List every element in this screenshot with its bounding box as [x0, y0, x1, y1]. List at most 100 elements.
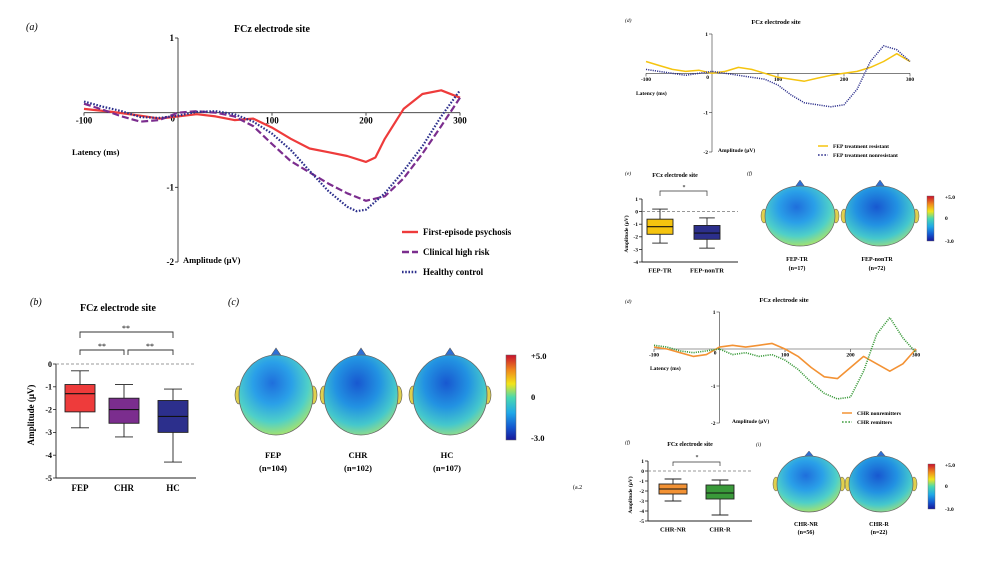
- y-tick-label: 1: [705, 32, 708, 38]
- x-tick-label-zero: 0: [171, 114, 176, 124]
- panel-h-letter: (f): [625, 439, 630, 446]
- y-tick-label: -1: [633, 222, 638, 228]
- sig-label-chr-hc: **: [146, 342, 154, 351]
- colorbar-f-mid: 0: [945, 216, 948, 222]
- colorbar-f-max: +5.0: [945, 195, 955, 201]
- y-tick-label: -2: [703, 150, 708, 156]
- x-tick-label: 200: [840, 77, 849, 83]
- y-tick-label: -1: [711, 384, 716, 390]
- topomap-hc: [408, 347, 492, 436]
- legend-label: FEP treatment nonresistant: [833, 153, 898, 159]
- y-tick-label: -1: [703, 111, 708, 117]
- y-tick-label: -1: [167, 182, 175, 192]
- y-tick-label: 0: [635, 210, 638, 216]
- y-tick-label: 1: [635, 197, 638, 203]
- panel-a-letter: (a): [26, 22, 38, 33]
- panel-b-title: FCz electrode site: [80, 303, 156, 314]
- x-tick-label-zero: 0: [714, 351, 717, 357]
- panel-e-letter: (e): [625, 170, 631, 177]
- head-scalp-map: [844, 185, 916, 247]
- x-category-label: CHR: [114, 483, 135, 493]
- series-line-chr-nonremitters: [653, 342, 917, 380]
- topomap-chr-r-label: CHR-R: [869, 522, 889, 528]
- sig-bracket-tr-ntr: [659, 190, 708, 196]
- topomap-hc-label: HC: [441, 450, 454, 460]
- panel-g-letter: (d): [625, 298, 632, 305]
- x-tick-label: 300: [912, 353, 921, 359]
- x-tick-label: 300: [453, 116, 467, 126]
- panel-d-letter: (d): [625, 17, 632, 24]
- y-tick-label: -3: [45, 428, 52, 437]
- topomap-fep-ntr-label: FEP-nonTR: [861, 257, 893, 263]
- panel-c: (c) FEP (n=104) CHR (n=102) HC (n=107) +…: [228, 297, 546, 473]
- topomap-fep-tr-n: (n=17): [789, 265, 806, 272]
- colorbar-i-max: +5.0: [945, 463, 955, 469]
- sig-label-fep-hc: **: [122, 324, 130, 333]
- series-line-clinical-high-risk: [83, 97, 461, 202]
- y-tick-label: 1: [641, 459, 644, 465]
- series-line-chr-remitters: [653, 316, 917, 400]
- legend-label: CHR remitters: [857, 420, 892, 426]
- legend-label: FEP treatment resistant: [833, 144, 889, 150]
- panel-d-title: FCz electrode site: [751, 19, 800, 26]
- panel-d: (d) FCz electrode site -100 100 200 30001-1…: [625, 17, 914, 159]
- panel-d-legend: FEP treatment resistant FEP treatment non…: [818, 144, 898, 159]
- colorbar-c-mid: 0: [531, 392, 535, 402]
- panel-h-title: FCz electrode site: [667, 442, 713, 448]
- y-tick-label: -3: [639, 499, 644, 505]
- y-tick-label: -2: [167, 257, 175, 267]
- x-tick-label: 100: [781, 353, 790, 359]
- y-tick-label: 0: [48, 360, 52, 369]
- topomap-chr: [319, 347, 403, 436]
- colorbar-c-min: -3.0: [531, 433, 544, 443]
- x-tick-label: -100: [641, 77, 651, 83]
- legend-label: Clinical high risk: [423, 247, 490, 257]
- series-line-fep-treatment-resistant: [645, 52, 911, 82]
- box-fep-nontr: [693, 225, 721, 240]
- x-tick-label: -100: [76, 116, 93, 126]
- panel-g-xlabel: Latency (ms): [650, 365, 681, 372]
- panel-a-chart: -100 100 200 300 0 1 -1 -2: [76, 33, 468, 267]
- panel-e: (e) FCz electrode site Amplitude (μV) 1 0…: [623, 170, 738, 275]
- y-tick-label: -2: [45, 405, 52, 414]
- stray-mark: (a.2: [573, 484, 582, 491]
- sig-label-tr-ntr: *: [683, 185, 686, 191]
- sig-label-fep-chr: **: [98, 342, 106, 351]
- x-tick-label: 200: [846, 353, 855, 359]
- topomap-fep-ntr: [840, 179, 920, 247]
- legend-label: CHR nonremitters: [857, 411, 901, 417]
- sig-label-nr-r: *: [696, 455, 699, 461]
- y-tick-label: -2: [639, 489, 644, 495]
- panel-c-letter: (c): [228, 297, 240, 308]
- legend-label: Healthy control: [423, 267, 484, 277]
- panel-a-title: FCz electrode site: [234, 24, 310, 35]
- panel-i: (i) CHR-NR (n=56) CHR-R (n=22) +5.0 0 -3…: [756, 441, 955, 536]
- box-chr: [108, 397, 140, 424]
- box-fep: [64, 384, 96, 413]
- y-tick-label: -4: [639, 509, 644, 515]
- y-tick-label: 0: [641, 469, 644, 475]
- colorbar-c-max: +5.0: [531, 351, 546, 361]
- colorbar-i-min: -3.0: [945, 507, 954, 513]
- x-category-label: FEP-nonTR: [690, 268, 724, 275]
- topomap-fep-tr-label: FEP-TR: [786, 257, 808, 263]
- topomap-chr-r-n: (n=22): [871, 529, 888, 536]
- panel-a: (a) FCz electrode site -100 100 200 30001-1…: [26, 22, 512, 277]
- head-scalp-map: [323, 354, 399, 436]
- topomap-fep-tr: [760, 179, 840, 247]
- head-scalp-map: [238, 354, 314, 436]
- x-tick-label: -100: [649, 353, 659, 359]
- panel-b: (b) FCz electrode site Amplitude (μV) 0 -…: [26, 297, 196, 493]
- x-category-label: CHR-R: [709, 527, 731, 534]
- y-tick-label: -4: [45, 451, 52, 460]
- x-category-label: FEP: [72, 483, 90, 493]
- panel-e-title: FCz electrode site: [652, 173, 698, 179]
- y-tick-label: 1: [170, 33, 175, 43]
- head-scalp-map: [764, 185, 836, 247]
- panel-g-title: FCz electrode site: [759, 297, 808, 304]
- panel-b-significance: [79, 331, 174, 355]
- topomap-fep-ntr-n: (n=72): [869, 265, 886, 272]
- panel-b-ylabel: Amplitude (μV): [26, 385, 36, 446]
- series-line-healthy-control: [83, 89, 461, 213]
